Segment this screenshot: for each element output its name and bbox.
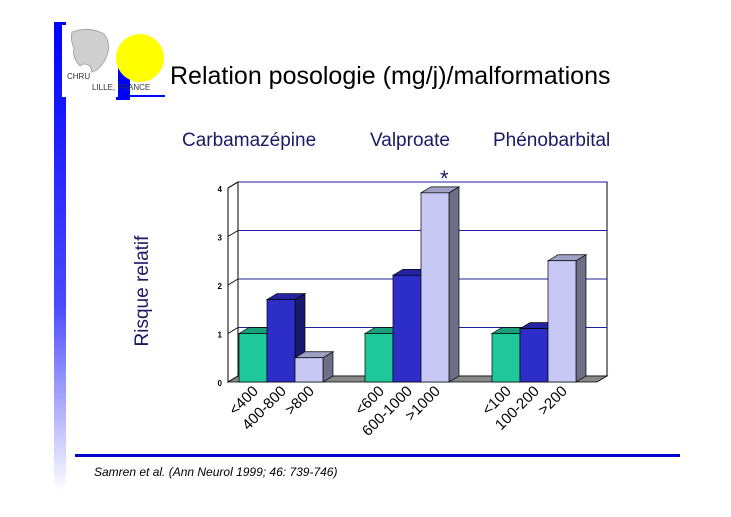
significance-mark: *: [440, 166, 449, 191]
bar: [364, 333, 394, 383]
x-tick-label: >200: [535, 383, 571, 419]
gridline-side: [227, 181, 239, 189]
x-tick-label: >800: [282, 383, 318, 419]
bar: [491, 333, 521, 383]
bar: [519, 328, 549, 383]
y-tick-label: 4: [218, 185, 223, 194]
group-label-valproate: Valproate: [370, 130, 450, 151]
bar: [392, 274, 422, 383]
gridline-side: [227, 327, 239, 334]
y-tick-label: 3: [218, 234, 223, 243]
gridline-side: [227, 278, 239, 286]
group-label-phenobarbital: Phénobarbital: [493, 130, 611, 151]
footer-divider: [75, 454, 680, 457]
logo-sun-icon: [116, 34, 164, 82]
y-tick-label: 2: [218, 282, 223, 291]
bar-side: [575, 254, 587, 383]
gradient-band: [54, 22, 66, 492]
y-tick-label: 0: [218, 379, 223, 388]
page-title: Relation posologie (mg/j)/malformations: [170, 62, 611, 90]
gridline-side: [227, 230, 239, 237]
bar-side: [448, 186, 460, 383]
bar: [547, 260, 577, 383]
bar: [294, 357, 324, 383]
y-tick-label: 1: [218, 331, 223, 340]
group-label-carbamazepine: Carbamazépine: [182, 130, 317, 151]
citation-text: Samren et al. (Ann Neurol 1999; 46: 739-…: [94, 465, 338, 479]
bar: [266, 299, 296, 383]
bar: [420, 192, 450, 383]
logo-head-icon: [70, 29, 109, 73]
logo-text-lille: LILLE, FRANCE: [92, 83, 151, 92]
logo-text-chru: CHRU: [67, 72, 91, 81]
bar: [238, 333, 268, 383]
